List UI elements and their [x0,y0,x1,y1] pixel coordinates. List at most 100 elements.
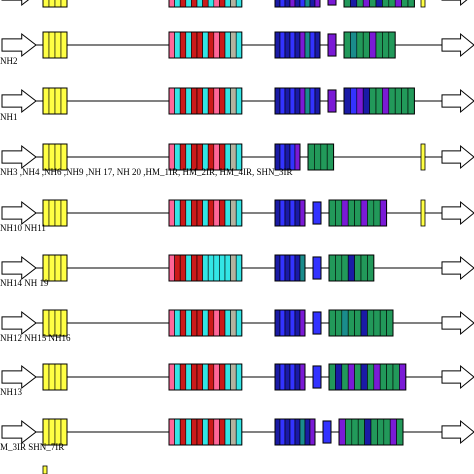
block-4-gene [394,0,402,8]
block-2-gene [314,31,321,59]
block-2-gene [279,0,286,8]
block-2-gene [274,254,281,282]
block-1-gene [219,87,226,115]
block-1-gene [230,363,237,391]
yellow-block-gene [54,0,62,8]
block-1-gene [191,254,198,282]
small-yellow-marker [420,143,426,171]
block-1-gene [224,309,231,337]
block-4-gene [343,87,351,115]
block-2-gene [314,87,321,115]
block-4-gene [341,309,349,337]
small-yellow-marker [420,199,426,227]
block-4-gene [382,87,390,115]
block-4-gene [388,31,396,59]
block-1-gene [219,0,226,8]
block-1-gene [230,254,237,282]
block-1-gene [174,309,181,337]
block-2-gene [294,418,301,446]
block-1-gene [185,87,192,115]
right-arrow [441,88,474,114]
block-1-gene [179,87,187,115]
block-4-gene [388,0,396,8]
block-4-gene [335,309,343,337]
block-2-gene [309,0,316,8]
block-1-gene [185,0,192,8]
block-1-gene [219,309,226,337]
block-4-gene [328,254,336,282]
left-arrow [1,255,37,281]
block-2-gene [284,418,291,446]
block-2-gene [289,87,296,115]
block-1-gene [168,254,175,282]
block-2-gene [284,87,291,115]
block-1-gene [174,418,181,446]
yellow-block-outline [42,199,68,227]
block-1-gene [230,31,237,59]
block-3-outline [312,365,322,389]
block-1-gene [185,254,192,282]
block-4-gene [354,199,362,227]
block-1-outline [168,418,243,446]
block-4-gene [350,31,358,59]
block-4-gene [392,363,400,391]
block-1-gene [235,363,243,391]
yellow-block-outline [42,254,68,282]
block-2-gene [284,199,291,227]
block-1-gene [207,309,215,337]
left-arrow [1,200,37,226]
block-1-gene [191,309,198,337]
block-1-gene [224,363,231,391]
block-3-outline [327,0,337,6]
block-1-gene [230,199,237,227]
block-1-outline [168,309,243,337]
block-2-gene [274,309,281,337]
block-2-gene [299,418,306,446]
block-1-outline [168,31,243,59]
block-1-gene [224,0,231,8]
yellow-block-gene [54,363,62,391]
block-4-gene [364,418,372,446]
yellow-block-gene [54,254,62,282]
block-4-gene [373,309,381,337]
block-4-gene [357,418,365,446]
block-1-gene [179,254,187,282]
block-1-gene [219,363,226,391]
block-4-gene [335,254,343,282]
right-arrow [441,144,474,170]
block-4-gene [370,418,378,446]
block-2-gene [299,363,306,391]
right-arrow [441,419,474,445]
small-yellow-marker [420,0,426,8]
block-3-gene [327,89,337,113]
row-label: NH3 ,NH4 ,NH6 ,NH9 ,NH 17, NH 20 ,HM_1IR… [0,167,293,177]
block-1-gene [168,199,175,227]
block-2-gene [304,0,311,8]
block-1-outline [168,254,243,282]
yellow-block-gene [48,254,56,282]
block-4-gene [347,309,355,337]
block-1-gene [174,87,181,115]
block-2-gene [294,143,301,171]
block-1-gene [185,363,192,391]
block-4-gene [343,0,351,8]
block-3-gene [312,256,322,280]
block-1-gene [174,0,181,8]
yellow-block-gene [42,363,50,391]
block-3-gene [312,201,322,225]
block-4-gene [379,363,387,391]
block-4-gene [369,87,377,115]
block-4-gene [367,254,375,282]
block-4-gene [389,418,397,446]
block-2-gene [289,199,296,227]
block-4-gene [360,363,368,391]
block-4-gene [375,87,383,115]
block-1-gene [207,418,215,446]
block-1-gene [174,31,181,59]
block-1-gene [213,418,220,446]
block-1-gene [168,418,175,446]
left-arrow [1,144,37,170]
block-3-outline [312,311,322,335]
block-2-gene [279,363,286,391]
block-1-gene [224,254,231,282]
